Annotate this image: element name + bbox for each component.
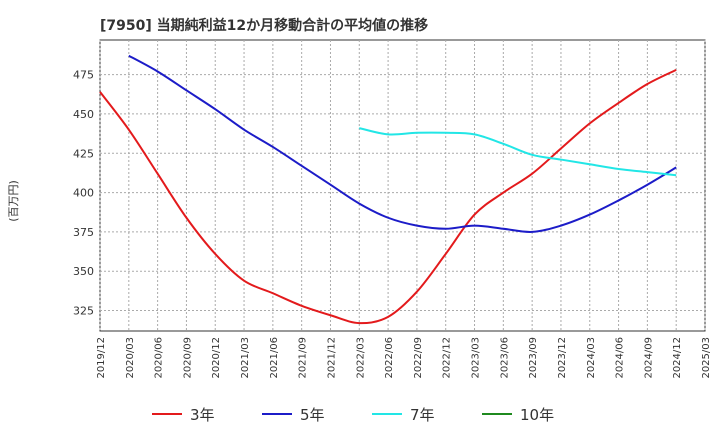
y-tick-label: 425 <box>73 147 94 160</box>
legend-item: 5年 <box>262 406 325 424</box>
x-tick-labels: 2019/12 2020/03 2020/06 2020/09 2020/12 2021/… <box>96 337 712 379</box>
x-tick-label: 2021/03 <box>240 337 251 379</box>
x-tick-label: 2020/12 <box>211 337 222 379</box>
series-line-1 <box>99 68 677 325</box>
x-tick-label: 2020/09 <box>182 337 193 379</box>
legend-label: 5年 <box>300 406 325 424</box>
grid-layer <box>99 40 706 331</box>
plot-area <box>99 39 706 332</box>
y-tick-label: 475 <box>73 69 94 82</box>
y-axis-label: (百万円) <box>7 180 20 222</box>
x-tick-label: 2023/03 <box>471 337 482 379</box>
legend-label: 10年 <box>520 406 554 424</box>
legend-item: 3年 <box>152 406 215 424</box>
x-tick-label: 2023/06 <box>499 337 510 379</box>
y-tick-label: 375 <box>73 226 94 239</box>
chart-title: [7950] 当期純利益12か月移動合計の平均値の推移 <box>100 17 428 34</box>
x-tick-label: 2022/12 <box>442 337 453 379</box>
x-tick-label: 2023/09 <box>528 337 539 379</box>
y-tick-label: 400 <box>73 187 94 200</box>
x-tick-label: 2021/06 <box>269 337 280 379</box>
x-tick-label: 2019/12 <box>96 337 107 379</box>
x-tick-label: 2024/12 <box>672 337 683 379</box>
x-tick-label: 2024/09 <box>643 337 654 379</box>
legend-label: 7年 <box>410 406 435 424</box>
legend: 3年 5年 7年 10年 <box>152 406 554 424</box>
x-tick-label: 2021/12 <box>326 337 337 379</box>
x-tick-label: 2022/06 <box>384 337 395 379</box>
x-tick-label: 2020/03 <box>125 337 136 379</box>
series-line-2 <box>128 54 677 233</box>
legend-item: 10年 <box>482 406 554 424</box>
x-tick-label: 2024/03 <box>586 337 597 379</box>
x-tick-label: 2022/03 <box>355 337 366 379</box>
y-tick-label: 325 <box>73 305 94 318</box>
x-tick-label: 2024/06 <box>615 337 626 379</box>
series-layer <box>99 54 677 325</box>
legend-label: 3年 <box>190 406 215 424</box>
y-tick-labels: 325 350 375 400 425 450 475 <box>73 69 94 318</box>
y-tick-label: 350 <box>73 265 94 278</box>
x-tick-label: 2025/03 <box>701 337 712 379</box>
legend-item: 7年 <box>372 406 435 424</box>
series-line-3 <box>359 127 677 177</box>
y-tick-label: 450 <box>73 108 94 121</box>
x-tick-label: 2020/06 <box>154 337 165 379</box>
x-tick-label: 2021/09 <box>298 337 309 379</box>
x-tick-label: 2023/12 <box>557 337 568 379</box>
x-tick-label: 2022/09 <box>413 337 424 379</box>
